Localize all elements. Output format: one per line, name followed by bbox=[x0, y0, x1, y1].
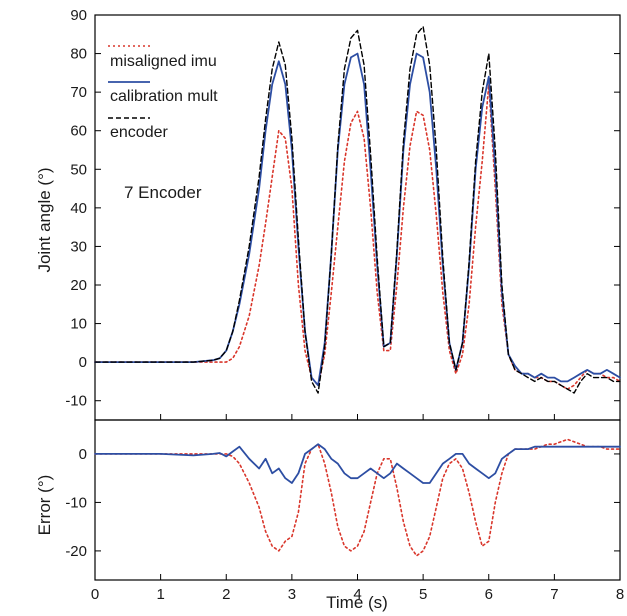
bottom-panel: -20 -10 0 0 1 2 3 4 5 6 7 8 bbox=[65, 419, 624, 603]
x-tick-label: 4 bbox=[353, 586, 361, 603]
top-ticks: -10 0 10 20 30 40 50 60 70 80 90 bbox=[65, 7, 621, 420]
y-tick-label: 10 bbox=[70, 316, 87, 333]
x-tick-label: 5 bbox=[419, 586, 427, 603]
bottom-plot-frame bbox=[94, 419, 621, 581]
y-tick-label: 0 bbox=[79, 354, 87, 371]
top-series-line-misaligned-imu bbox=[94, 83, 621, 390]
y-tick-label: -10 bbox=[65, 393, 87, 410]
legend-item-calibration-mult: calibration mult bbox=[108, 81, 218, 105]
top-plot-frame bbox=[94, 14, 621, 421]
annotation-label: 7 Encoder bbox=[124, 183, 202, 202]
x-tick-label: 2 bbox=[222, 586, 230, 603]
y-tick-label: -20 bbox=[65, 543, 87, 560]
y-tick-label: 90 bbox=[70, 7, 87, 24]
legend-label-calibration-mult: calibration mult bbox=[110, 88, 218, 105]
y-tick-label: -10 bbox=[65, 494, 87, 511]
y-tick-label: 30 bbox=[70, 238, 87, 255]
legend: misaligned imu calibration mult encoder bbox=[108, 45, 218, 141]
legend-label-encoder: encoder bbox=[110, 124, 168, 141]
bottom-ticks: -20 -10 0 0 1 2 3 4 5 6 7 8 bbox=[65, 446, 624, 603]
y-tick-label: 40 bbox=[70, 200, 87, 217]
x-tick-label: 0 bbox=[91, 586, 99, 603]
bottom-y-axis-label: Error (°) bbox=[35, 475, 54, 536]
legend-item-encoder: encoder bbox=[108, 117, 168, 141]
x-tick-label: 6 bbox=[485, 586, 493, 603]
x-tick-label: 3 bbox=[288, 586, 296, 603]
x-tick-label: 7 bbox=[550, 586, 558, 603]
legend-label-misaligned-imu: misaligned imu bbox=[110, 53, 217, 70]
x-tick-label: 1 bbox=[156, 586, 164, 603]
y-tick-label: 20 bbox=[70, 277, 87, 294]
bottom-series-line-calibration-mult bbox=[94, 443, 621, 484]
top-y-axis-label: Joint angle (°) bbox=[35, 167, 54, 272]
y-tick-label: 50 bbox=[70, 161, 87, 178]
top-series-line-calibration-mult bbox=[94, 52, 621, 387]
y-tick-label: 0 bbox=[79, 446, 87, 463]
y-tick-label: 60 bbox=[70, 123, 87, 140]
x-tick-label: 8 bbox=[616, 586, 624, 603]
top-panel: -10 0 10 20 30 40 50 60 70 80 90 7 Encoder misalig… bbox=[65, 7, 621, 421]
bottom-series bbox=[94, 438, 621, 557]
top-series bbox=[94, 25, 621, 394]
x-axis-label: Time (s) bbox=[326, 593, 388, 612]
y-tick-label: 70 bbox=[70, 84, 87, 101]
y-tick-label: 80 bbox=[70, 46, 87, 63]
legend-item-misaligned-imu: misaligned imu bbox=[108, 45, 217, 70]
top-series-line-encoder bbox=[94, 25, 621, 394]
bottom-series-line-misaligned-imu bbox=[94, 438, 621, 557]
